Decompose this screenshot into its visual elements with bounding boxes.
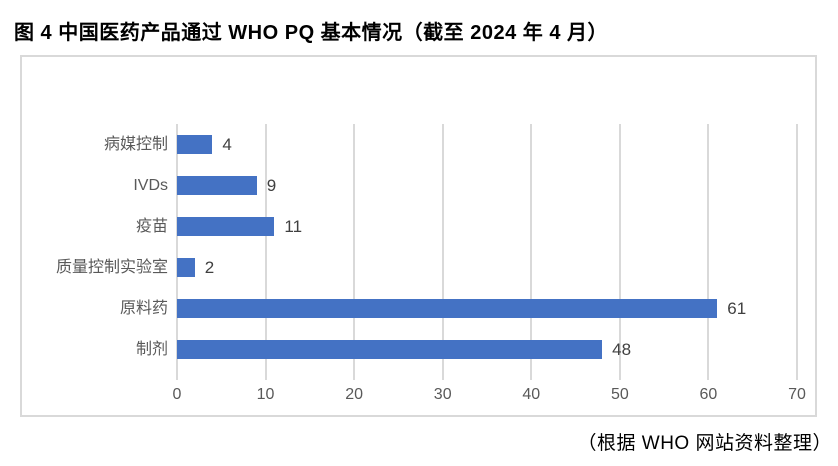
x-axis-tick-label: 20	[345, 386, 364, 403]
source-note: （根据 WHO 网站资料整理）	[577, 433, 832, 454]
bar-row: 原料药 61	[22, 288, 815, 329]
x-axis-tick-label: 60	[699, 386, 718, 403]
bar-segment	[177, 135, 213, 154]
category-label: 病媒控制	[103, 136, 168, 153]
gridline	[264, 124, 267, 380]
x-axis-tick-label: 30	[433, 386, 452, 403]
chart-title: 图 4 中国医药产品通过 WHO PQ 基本情况（截至 2024 年 4 月）	[14, 22, 609, 44]
bar-row: 制剂 48	[22, 329, 815, 370]
gridline	[353, 124, 356, 380]
gridline	[176, 124, 178, 380]
x-axis-tick-label: 10	[256, 386, 275, 403]
value-label: 61	[727, 299, 747, 318]
gridline	[795, 124, 798, 380]
category-label: 疫苗	[135, 218, 168, 235]
x-axis-tick-label: 40	[522, 386, 541, 403]
bar-segment	[177, 176, 257, 195]
x-axis-tick-label: 0	[172, 386, 182, 403]
value-label: 4	[222, 135, 232, 154]
value-label: 48	[612, 340, 632, 359]
x-axis-tick-label: 70	[788, 386, 806, 403]
value-label: 9	[266, 176, 277, 195]
bar-segment	[177, 340, 603, 359]
gridline	[530, 124, 533, 380]
category-label: IVDs	[133, 177, 168, 194]
bar-row: 病媒控制 4	[22, 124, 815, 165]
bar-row: IVDs 9	[22, 165, 815, 206]
gridline	[707, 124, 710, 380]
value-label: 2	[204, 258, 215, 277]
bar-segment	[177, 258, 195, 277]
category-label: 制剂	[135, 341, 168, 358]
bar-segment	[177, 217, 275, 236]
gridline	[618, 124, 621, 380]
category-label: 质量控制实验室	[55, 259, 168, 276]
category-label: 原料药	[119, 300, 168, 317]
bar-row: 疫苗 11	[22, 206, 815, 247]
gridline	[441, 124, 444, 380]
x-axis-tick-label: 50	[610, 386, 629, 403]
value-label: 11	[284, 217, 303, 236]
bar-row: 质量控制实验室 2	[22, 247, 815, 288]
chart-frame: 病媒控制 4 IVDs 9 疫苗 11 质量控制实验室 2 原料药 61 制剂 48 0 10 20 30 4…	[20, 55, 817, 417]
bar-segment	[177, 299, 718, 318]
